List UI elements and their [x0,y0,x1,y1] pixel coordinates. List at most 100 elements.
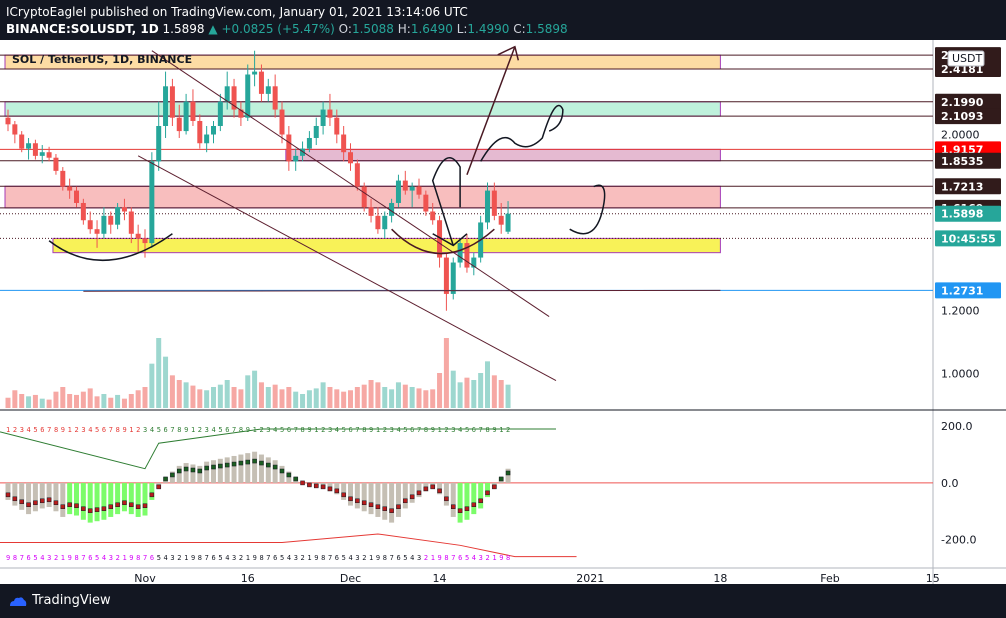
td-count-upper: 9 [492,426,496,434]
candle-body [94,229,100,234]
td-count-lower: 3 [417,554,421,562]
candle-body [217,101,223,126]
td-count-upper: 5 [33,426,37,434]
td-count-upper: 1 [376,426,380,434]
indicator-bar [485,482,490,498]
volume-bar [87,388,93,408]
td-count-lower: 7 [143,554,147,562]
td-count-upper: 8 [239,426,243,434]
td-count-lower: 7 [328,554,332,562]
indicator-bar [204,461,210,483]
td-count-lower: 1 [431,554,435,562]
candle-body [348,152,353,164]
volume-bar [423,390,429,408]
indicator-upper-band [0,428,556,470]
indicator-bar [197,465,203,483]
indicator-dot [135,504,141,509]
price-chart[interactable]: 1928374655647382911928374655647382911928… [0,40,1006,584]
volume-bar [115,394,121,408]
indicator-bar [121,482,127,512]
indicator-dot [279,468,285,474]
indicator-dot [327,486,333,492]
indicator-dot [444,496,449,502]
volume-bar [327,387,333,408]
price-label-badge [935,178,1001,195]
td-count-upper: 5 [218,426,222,434]
candle-body [368,207,374,216]
td-count-upper: 9 [431,426,435,434]
indicator-bar [190,464,196,483]
tradingview-logo[interactable]: TradingView [8,593,111,608]
candle-body [211,125,216,135]
indicator-dot [471,502,477,507]
indicator-dot [218,463,223,469]
td-count-lower: 6 [88,554,92,562]
td-count-upper: 1 [314,426,318,434]
td-count-upper: 4 [335,426,339,434]
volume-bar [53,391,59,408]
indicator-dot [478,498,483,504]
indicator-dot [238,460,244,466]
indicator-bar [135,482,141,517]
td-count-upper: 8 [301,426,305,434]
volume-bar [320,382,326,408]
volume-bar [135,390,141,408]
price-axis-tick: 1.2000 [941,305,980,318]
price-label-text: 1.7213 [941,180,983,193]
volume-bar [382,387,388,408]
candle-body [402,180,408,191]
close-label: C: [513,22,526,36]
indicator-dot [485,490,490,496]
arrow-head-annotation [432,233,468,247]
candle-body [128,211,134,234]
td-count-upper: 1 [129,426,133,434]
td-count-lower: 7 [20,554,24,562]
td-count-lower: 8 [136,554,140,562]
indicator-dot [60,504,66,509]
indicator-bar [382,482,388,520]
td-count-upper: 9 [307,426,311,434]
candle-body [306,137,312,149]
td-count-upper: 5 [280,426,284,434]
indicator-bar [238,454,244,483]
td-count-upper: 3 [205,426,209,434]
volume-bar [375,382,381,408]
volume-bar [409,387,415,408]
indicator-axis-tick: -200.0 [941,534,976,547]
price-label-badge [935,205,1001,222]
td-count-lower: 5 [157,554,161,562]
volume-bar [67,394,73,408]
indicator-bar [348,482,353,506]
price-label-badge [935,93,1001,110]
volume-bar [108,397,114,408]
td-count-upper: 8 [116,426,120,434]
volume-bar [471,380,477,408]
indicator-dot [341,492,346,498]
td-count-upper: 6 [225,426,229,434]
volume-bar [60,387,66,408]
td-count-upper: 7 [417,426,421,434]
candle-body [87,220,93,230]
time-axis-tick: 14 [433,572,447,584]
indicator-dot [382,506,387,511]
volume-bar [286,387,292,408]
cup-curve-annotation [48,233,173,261]
indicator-bar [26,482,32,515]
td-count-upper: 7 [479,426,483,434]
volume-bar [354,387,360,408]
symbol-summary: BINANCE:SOLUSDT, 1D 1.5898 ▲ +0.0825 (+5… [6,22,568,36]
volume-bar [231,387,237,408]
td-count-upper: 6 [410,426,414,434]
candle-body [320,109,326,126]
indicator-dot [403,498,408,504]
td-count-upper: 1 [68,426,72,434]
td-count-upper: 2 [13,426,17,434]
indicator-dot [170,472,175,478]
indicator-bar [19,482,25,510]
candle-body [142,238,148,244]
price-label-text: 10:45:55 [941,232,996,245]
candle-body [491,190,497,216]
indicator-dot [197,468,203,474]
